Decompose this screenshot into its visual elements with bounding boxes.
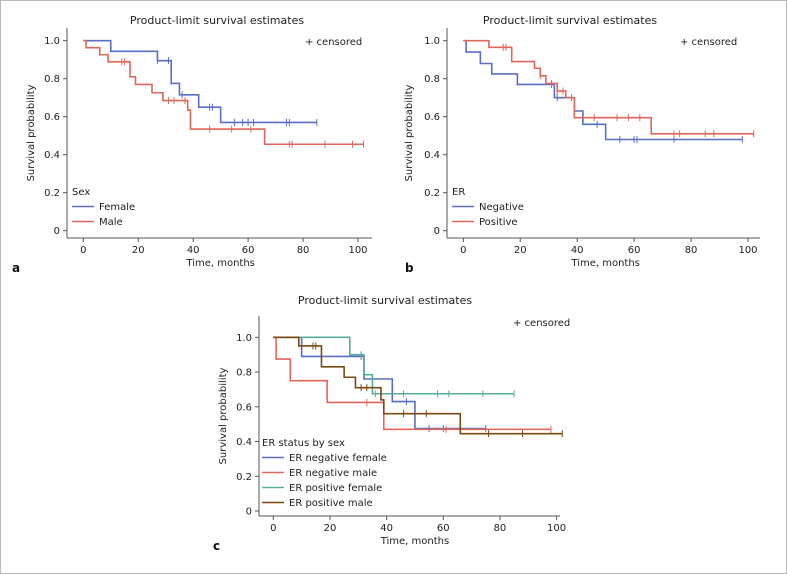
survival-curve-er-negative-female xyxy=(273,336,486,430)
x-tick-label: 100 xyxy=(738,245,757,256)
legend-label: ER negative female xyxy=(289,453,387,464)
x-tick-label: 40 xyxy=(571,245,584,256)
y-axis-label: Survival probability xyxy=(218,367,229,464)
x-tick-label: 20 xyxy=(324,523,337,534)
x-tick-label: 0 xyxy=(80,245,86,256)
y-tick-label: 0 xyxy=(246,507,252,518)
y-tick-label: 0.4 xyxy=(424,150,440,161)
y-axis-label: Survival probability xyxy=(404,84,415,181)
y-tick-label: 1.0 xyxy=(236,333,252,344)
survival-curve-male xyxy=(83,39,364,146)
survival-curve-er-positive-female xyxy=(273,336,515,395)
x-axis-label: Time, months xyxy=(380,536,450,547)
y-tick-label: 0 xyxy=(54,226,60,237)
legend-title: ER status by sex xyxy=(262,438,345,449)
survival-curve-female xyxy=(83,39,317,124)
y-tick-label: 0.2 xyxy=(424,188,440,199)
x-tick-label: 20 xyxy=(132,245,145,256)
x-tick-label: 40 xyxy=(380,523,393,534)
censored-legend: + censored xyxy=(680,37,737,48)
y-axis-label: Survival probability xyxy=(26,84,37,181)
x-tick-label: 0 xyxy=(270,523,276,534)
legend-title: ER xyxy=(452,187,465,198)
y-tick-label: 0.4 xyxy=(236,437,252,448)
chart-title: Product-limit survival estimates xyxy=(130,14,304,27)
x-tick-label: 20 xyxy=(514,245,527,256)
legend-label: ER negative male xyxy=(289,468,377,479)
y-tick-label: 0 xyxy=(434,226,440,237)
x-axis-label: Time, months xyxy=(570,258,640,269)
y-tick-label: 1.0 xyxy=(424,36,440,47)
panel-label: a xyxy=(12,261,20,275)
y-tick-label: 1.0 xyxy=(44,36,60,47)
x-tick-label: 60 xyxy=(628,245,641,256)
y-tick-label: 0.8 xyxy=(236,368,252,379)
x-tick-label: 100 xyxy=(547,523,566,534)
x-tick-label: 80 xyxy=(685,245,698,256)
x-tick-label: 80 xyxy=(297,245,310,256)
y-tick-label: 0.2 xyxy=(44,188,60,199)
legend-label: Female xyxy=(99,202,135,213)
legend-label: Positive xyxy=(479,217,518,228)
legend-label: ER positive female xyxy=(289,483,382,494)
y-tick-label: 0.2 xyxy=(236,472,252,483)
survival-curve-positive xyxy=(463,39,754,135)
panel-label: b xyxy=(405,261,414,275)
panel-c: Product-limit survival estimates + censor… xyxy=(213,294,570,553)
x-axis-label: Time, months xyxy=(185,258,255,269)
survival-curve-er-positive-male xyxy=(273,336,563,435)
x-tick-label: 0 xyxy=(460,245,466,256)
survival-curve-negative xyxy=(463,39,743,141)
legend-title: Sex xyxy=(72,187,90,198)
x-tick-label: 80 xyxy=(494,523,507,534)
y-tick-label: 0.8 xyxy=(424,74,440,85)
panel-a: Product-limit survival estimates+ censor… xyxy=(12,14,372,275)
censored-legend: + censored xyxy=(513,318,570,329)
x-tick-label: 60 xyxy=(242,245,255,256)
chart-title: Product-limit survival estimates xyxy=(298,294,472,307)
legend-label: ER positive male xyxy=(289,498,373,509)
y-tick-label: 0.6 xyxy=(44,112,60,123)
censored-legend: + censored xyxy=(305,37,362,48)
x-tick-label: 40 xyxy=(187,245,200,256)
legend-label: Negative xyxy=(479,202,524,213)
panel-b: Product-limit survival estimates + censor… xyxy=(404,14,760,275)
chart-title: Product-limit survival estimates xyxy=(483,14,657,27)
x-tick-label: 60 xyxy=(437,523,450,534)
y-tick-label: 0.6 xyxy=(424,112,440,123)
survival-curve-er-negative-male xyxy=(273,336,551,431)
x-tick-label: 100 xyxy=(348,245,367,256)
panel-label: c xyxy=(213,539,220,553)
legend-label: Male xyxy=(99,217,123,228)
y-tick-label: 0.6 xyxy=(236,402,252,413)
y-tick-label: 0.4 xyxy=(44,150,60,161)
y-tick-label: 0.8 xyxy=(44,74,60,85)
